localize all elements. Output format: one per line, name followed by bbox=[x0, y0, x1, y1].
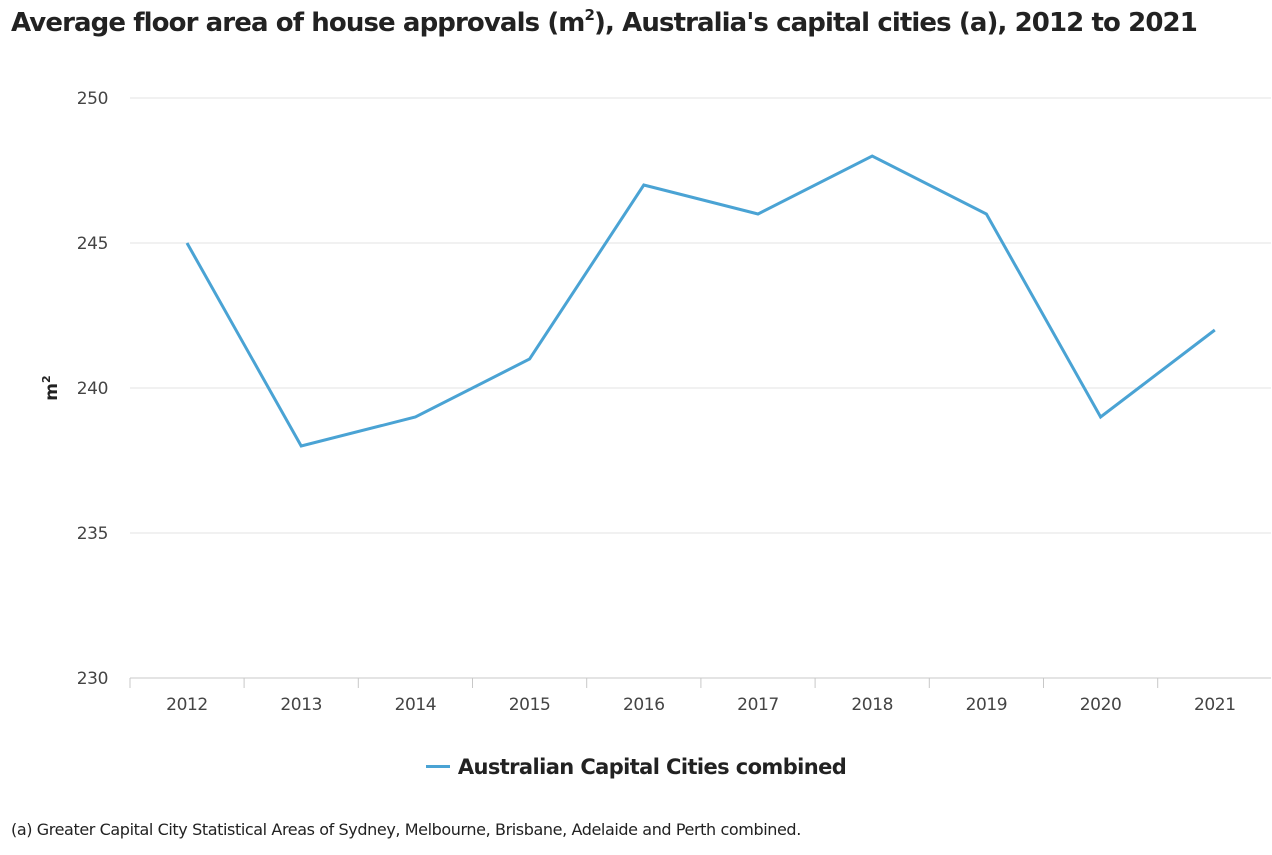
y-tick-label-240: 240 bbox=[77, 379, 108, 399]
footnote: (a) Greater Capital City Statistical Are… bbox=[11, 820, 801, 839]
x-tick-label-2021: 2021 bbox=[1194, 695, 1236, 715]
y-axis-title: m2 bbox=[40, 375, 62, 400]
chart-title: Average floor area of house approvals (m… bbox=[11, 6, 1198, 38]
legend[interactable]: Australian Capital Cities combined bbox=[0, 755, 1272, 779]
chart-title-prefix: Average floor area of house approvals (m bbox=[11, 8, 585, 38]
data-point-2015 bbox=[528, 358, 531, 361]
x-tick-label-2019: 2019 bbox=[966, 695, 1008, 715]
data-point-2016 bbox=[642, 184, 645, 187]
y-axis-title-superscript: 2 bbox=[40, 375, 53, 383]
data-point-2020 bbox=[1099, 416, 1102, 419]
data-point-2019 bbox=[985, 213, 988, 216]
x-tick-label-2012: 2012 bbox=[166, 695, 208, 715]
x-tick-label-2017: 2017 bbox=[737, 695, 779, 715]
y-tick-label-230: 230 bbox=[77, 669, 108, 689]
x-tick-label-2020: 2020 bbox=[1080, 695, 1122, 715]
data-point-2013 bbox=[300, 445, 303, 448]
chart-title-superscript: 2 bbox=[584, 6, 595, 24]
y-tick-label-235: 235 bbox=[77, 524, 108, 544]
legend-label: Australian Capital Cities combined bbox=[457, 755, 847, 779]
data-point-2017 bbox=[757, 213, 760, 216]
x-tick-label-2014: 2014 bbox=[395, 695, 437, 715]
x-tick-label-2015: 2015 bbox=[509, 695, 551, 715]
data-point-2021 bbox=[1213, 329, 1216, 332]
y-tick-label-245: 245 bbox=[77, 234, 108, 254]
y-tick-label-250: 250 bbox=[77, 89, 108, 109]
x-tick-label-2013: 2013 bbox=[280, 695, 322, 715]
x-tick-label-2018: 2018 bbox=[851, 695, 893, 715]
series-line-0 bbox=[185, 154, 1216, 448]
data-point-2018 bbox=[871, 155, 874, 158]
chart-title-suffix: ), Australia's capital cities (a), 2012 … bbox=[594, 8, 1198, 38]
data-point-2014 bbox=[414, 416, 417, 419]
legend-swatch bbox=[425, 764, 450, 768]
x-tick-label-2016: 2016 bbox=[623, 695, 665, 715]
data-point-2012 bbox=[186, 242, 189, 245]
